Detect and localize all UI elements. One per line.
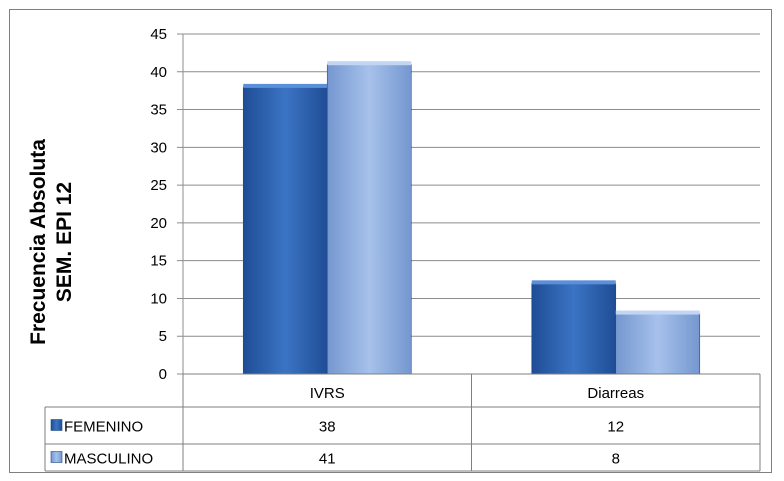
legend-key-masculino <box>51 452 62 463</box>
legend-key-femenino <box>51 420 62 431</box>
table-value: 8 <box>612 451 620 468</box>
bar-body <box>616 314 700 374</box>
y-axis-title: Frecuencia Absoluta SEM. EPI 12 <box>27 139 76 345</box>
category-label: Diarreas <box>587 385 644 402</box>
bar-top-bevel <box>532 280 616 284</box>
y-axis-title-line-2: SEM. EPI 12 <box>53 182 76 302</box>
y-tick-labels: 0 5 10 15 20 25 30 35 40 45 <box>150 26 167 383</box>
legend-label-masculino: MASCULINO <box>64 451 153 468</box>
y-tick-label: 5 <box>159 328 167 345</box>
y-tick-label: 15 <box>150 253 167 270</box>
y-tick-label: 40 <box>150 64 167 81</box>
y-tick-label: 45 <box>150 26 167 43</box>
bar-body <box>532 283 616 374</box>
y-tick-label: 30 <box>150 139 167 156</box>
y-tick-label: 10 <box>150 290 167 307</box>
bar-masculino-ivrs <box>327 61 411 374</box>
y-tick-label: 0 <box>159 366 167 383</box>
table-value: 38 <box>319 419 336 436</box>
y-tick-label: 20 <box>150 215 167 232</box>
bar-top-bevel <box>327 61 411 65</box>
y-tick-label: 35 <box>150 102 167 119</box>
legend-label-femenino: FEMENINO <box>64 419 143 436</box>
bar-top-bevel <box>616 311 700 315</box>
bars <box>243 61 700 374</box>
bar-top-bevel <box>243 84 327 88</box>
table-value: 12 <box>607 419 624 436</box>
bar-body <box>243 87 327 374</box>
table-value: 41 <box>319 451 336 468</box>
category-label: IVRS <box>310 385 345 402</box>
bar-body <box>327 64 411 374</box>
bar-femenino-ivrs <box>243 84 327 374</box>
data-table: IVRS Diarreas FEMENINO 38 12 MASCULINO 41 8 <box>45 374 760 471</box>
bar-masculino-diarreas <box>616 311 700 374</box>
bar-femenino-diarreas <box>532 280 616 374</box>
y-tick-label: 25 <box>150 177 167 194</box>
y-axis-title-line-1: Frecuencia Absoluta <box>27 139 50 345</box>
